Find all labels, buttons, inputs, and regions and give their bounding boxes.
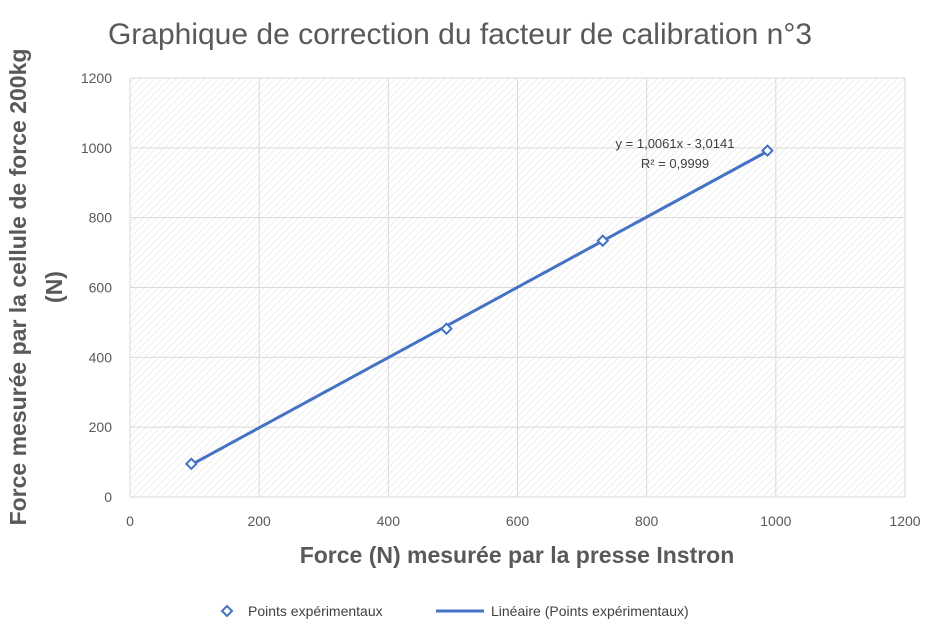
y-tick-label: 1200 bbox=[81, 70, 112, 86]
x-axis-title: Force (N) mesurée par la presse Instron bbox=[300, 542, 735, 568]
trendline-equation: y = 1,0061x - 3,0141 bbox=[616, 136, 735, 151]
y-tick-label: 0 bbox=[104, 489, 112, 505]
y-axis-title-line-2: (N) bbox=[41, 271, 67, 303]
trendline-group bbox=[190, 150, 769, 466]
x-tick-labels: 0 200 400 600 800 1000 1200 bbox=[126, 513, 921, 529]
x-tick-label: 200 bbox=[247, 513, 271, 529]
x-tick-label: 1000 bbox=[760, 513, 791, 529]
chart-title: Graphique de correction du facteur de ca… bbox=[108, 18, 812, 51]
y-tick-label: 800 bbox=[89, 210, 113, 226]
legend: Points expérimentaux Linéaire (Points ex… bbox=[220, 603, 689, 619]
data-point bbox=[761, 144, 774, 158]
data-points bbox=[184, 144, 774, 471]
y-axis-title-line-1: Force mesurée par la cellule de force 20… bbox=[5, 49, 31, 526]
x-tick-label: 0 bbox=[126, 513, 134, 529]
legend-trendline-label: Linéaire (Points expérimentaux) bbox=[491, 603, 689, 619]
data-point bbox=[596, 234, 610, 248]
y-tick-labels: 0 200 400 600 800 1000 1200 bbox=[81, 70, 112, 505]
y-tick-label: 200 bbox=[89, 419, 113, 435]
y-tick-label: 1000 bbox=[81, 140, 112, 156]
legend-marker-icon bbox=[220, 604, 234, 618]
x-tick-label: 800 bbox=[635, 513, 659, 529]
y-axis-title: Force mesurée par la cellule de force 20… bbox=[5, 49, 67, 526]
data-point bbox=[184, 457, 198, 471]
trendline-r2: R² = 0,9999 bbox=[641, 156, 709, 171]
x-tick-label: 1200 bbox=[889, 513, 920, 529]
y-tick-label: 600 bbox=[89, 280, 113, 296]
trendline bbox=[190, 150, 769, 466]
y-tick-label: 400 bbox=[89, 349, 113, 365]
x-tick-label: 400 bbox=[377, 513, 401, 529]
x-tick-label: 600 bbox=[506, 513, 530, 529]
data-point bbox=[440, 322, 453, 336]
legend-series-label: Points expérimentaux bbox=[248, 603, 383, 619]
